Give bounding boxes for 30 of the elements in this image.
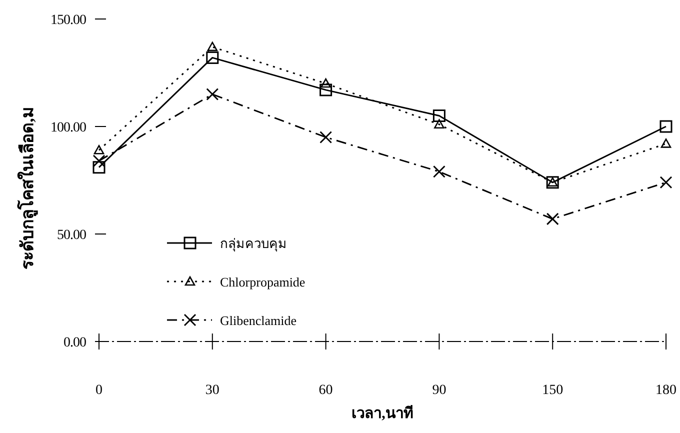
y-tick-label: 150.00 xyxy=(50,13,86,28)
y-tick-label: 100.00 xyxy=(50,120,86,136)
x-tick-label: 180 xyxy=(656,383,676,398)
point xyxy=(320,131,332,144)
legend-label: กลุ่มควบคุม xyxy=(220,236,287,252)
y-axis-title: ระดับกลูโคสในเลือด,ม xyxy=(17,107,39,270)
y-tick-label: 0.00 xyxy=(64,336,86,350)
x-tick-label: 150 xyxy=(542,383,564,398)
x-tick-label: 60 xyxy=(318,383,333,398)
point xyxy=(92,161,106,174)
point xyxy=(432,165,446,178)
legend-label: Chlorpropamide xyxy=(220,274,306,290)
x-tick-label: 30 xyxy=(205,383,220,398)
point xyxy=(546,212,559,226)
point xyxy=(206,88,219,100)
point xyxy=(94,145,104,154)
y-tick-label: 50.00 xyxy=(57,228,86,243)
point xyxy=(660,138,672,148)
point xyxy=(432,110,446,122)
x-tick-label: 0 xyxy=(96,383,102,398)
point xyxy=(660,120,672,133)
x-tick-label: 90 xyxy=(432,383,446,398)
point xyxy=(434,119,444,128)
legend-label: Glibenclamide xyxy=(220,313,297,328)
x-axis-title: เวลา,นาที xyxy=(352,405,414,422)
point xyxy=(660,176,672,189)
point xyxy=(206,51,219,64)
point xyxy=(207,42,218,52)
point xyxy=(320,78,331,88)
point xyxy=(320,84,332,96)
